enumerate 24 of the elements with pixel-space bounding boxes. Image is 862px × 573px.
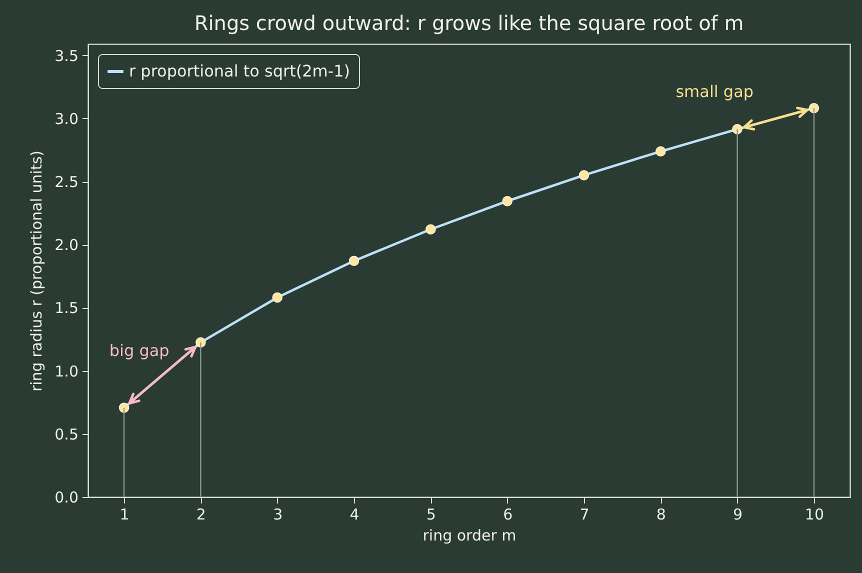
x-tick-label: 7 xyxy=(580,506,590,524)
legend-label: r proportional to sqrt(2m-1) xyxy=(129,62,350,80)
y-axis-title: ring radius r (proportional units) xyxy=(28,150,46,392)
x-tick-label: 8 xyxy=(656,506,666,524)
y-tick-label: 0.0 xyxy=(54,488,78,506)
y-tick-label: 1.0 xyxy=(54,362,78,380)
y-tick-label: 0.5 xyxy=(54,425,78,444)
chart-title: Rings crowd outward: r grows like the square root of m xyxy=(194,11,744,35)
x-tick-label: 6 xyxy=(503,506,513,524)
x-tick-label: 1 xyxy=(120,506,130,524)
y-tick-label: 3.5 xyxy=(54,46,78,65)
y-tick-label: 3.0 xyxy=(54,110,78,128)
x-tick-label: 3 xyxy=(273,506,283,524)
annotation: small gap xyxy=(676,82,754,101)
annotation: big gap xyxy=(109,340,170,360)
x-tick-label: 2 xyxy=(196,506,206,524)
x-tick-label: 9 xyxy=(733,506,743,524)
y-tick-label: 1.5 xyxy=(54,299,78,318)
x-tick-label: 4 xyxy=(350,506,360,524)
x-tick-label: 5 xyxy=(426,506,436,524)
y-tick-label: 2.5 xyxy=(54,173,78,192)
x-tick-label: 10 xyxy=(804,506,824,524)
y-tick-label: 2.0 xyxy=(54,236,78,254)
x-axis-title: ring order m xyxy=(422,526,516,544)
